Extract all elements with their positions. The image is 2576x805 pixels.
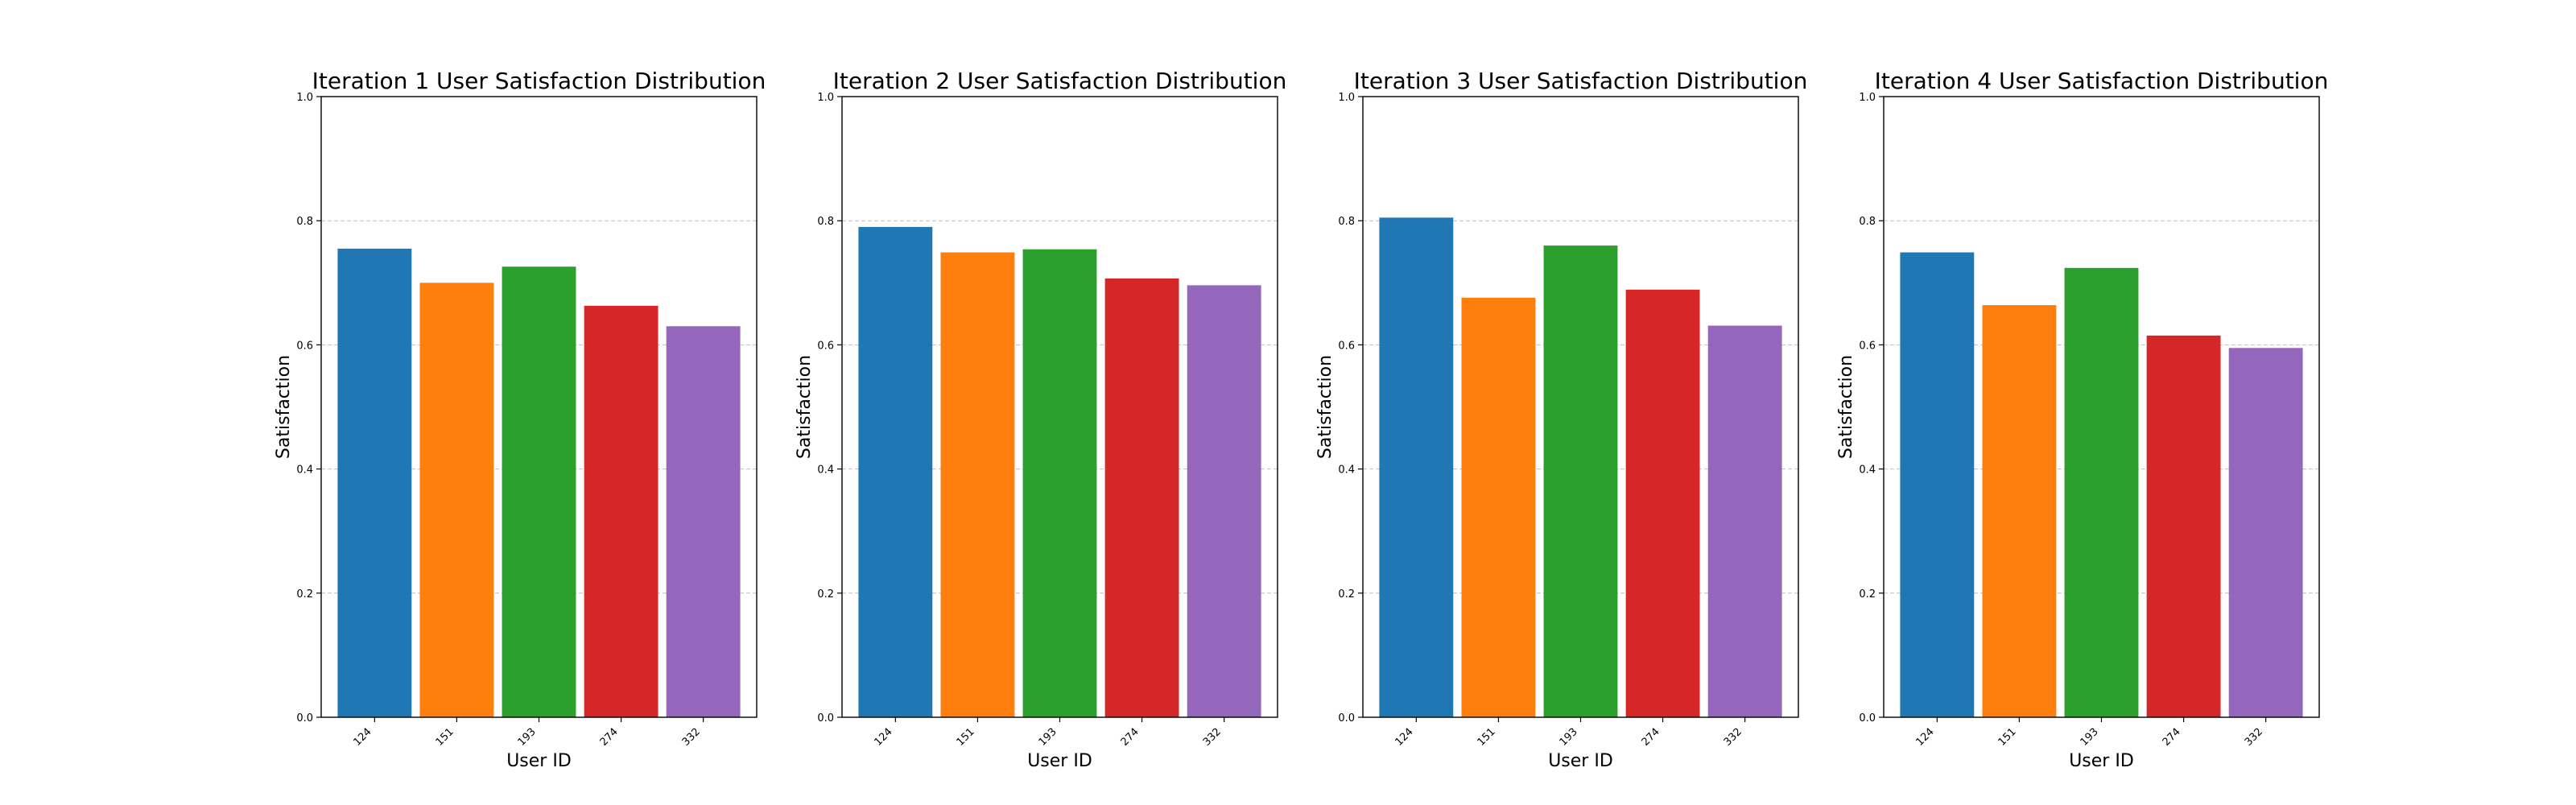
- y-tick-label: 0.6: [296, 340, 313, 352]
- x-tick-label: 124: [351, 726, 374, 749]
- chart-title: Iteration 4 User Satisfaction Distributi…: [1875, 68, 2329, 94]
- chart-panel-1: 124 151 193 274 332 0.0 0.2 0.4 0.6 0.8 1.0Iterati…: [274, 68, 766, 771]
- bar-124: [1900, 252, 1975, 717]
- x-tick-label: 151: [1996, 726, 2019, 749]
- axes-frame: [1362, 96, 1799, 718]
- x-tick-label: 193: [2079, 726, 2101, 749]
- y-tick-label: 0.8: [817, 216, 834, 228]
- x-tick-label: 193: [1037, 726, 1059, 749]
- x-tick-label: 151: [955, 726, 977, 749]
- x-tick-label: 124: [872, 726, 894, 749]
- bar-193: [502, 266, 576, 717]
- x-tick-label: 193: [516, 726, 539, 749]
- bar-151: [1461, 297, 1536, 718]
- bar-151: [419, 283, 494, 717]
- axes-frame: [320, 96, 758, 718]
- x-axis-label: User ID: [1548, 751, 1613, 771]
- axes-frame: [841, 96, 1278, 718]
- bar-193: [1022, 249, 1097, 717]
- chart-panel-4: 124 151 193 274 332 0.0 0.2 0.4 0.6 0.8 1.0Iterati…: [1836, 68, 2328, 771]
- chart-title: Iteration 1 User Satisfaction Distributi…: [312, 68, 766, 94]
- y-tick-label: 0.4: [1338, 464, 1355, 477]
- chart-title: Iteration 3 User Satisfaction Distributi…: [1354, 68, 1808, 94]
- bar-193: [1543, 246, 1618, 717]
- y-tick-label: 0.6: [1859, 340, 1876, 352]
- bar-332: [666, 326, 741, 717]
- bar-193: [2064, 267, 2139, 717]
- bar-332: [1707, 325, 1782, 717]
- axes-frame: [1883, 96, 2320, 718]
- bar-332: [2228, 348, 2303, 717]
- bar-124: [337, 248, 412, 717]
- x-tick-label: 124: [1913, 726, 1936, 749]
- y-axis-label: Satisfaction: [1836, 355, 1856, 459]
- x-tick-label: 332: [2243, 726, 2265, 749]
- y-tick-label: 0.8: [1859, 216, 1876, 228]
- x-tick-label: 332: [680, 726, 703, 749]
- y-tick-label: 1.0: [296, 92, 313, 104]
- x-tick-label: 124: [1393, 726, 1415, 749]
- y-tick-label: 0.2: [1859, 588, 1876, 601]
- y-axis-label: Satisfaction: [274, 355, 294, 459]
- bar-274: [1104, 278, 1179, 717]
- x-tick-label: 274: [1640, 726, 1662, 749]
- y-tick-label: 0.0: [817, 712, 834, 724]
- y-axis-label: Satisfaction: [795, 355, 815, 459]
- x-tick-label: 151: [1476, 726, 1498, 749]
- bar-124: [858, 226, 933, 717]
- y-axis-label: Satisfaction: [1315, 355, 1335, 459]
- x-tick-label: 332: [1201, 726, 1224, 749]
- y-tick-label: 0.2: [817, 588, 834, 601]
- y-tick-label: 0.0: [1859, 712, 1876, 724]
- y-tick-label: 1.0: [1338, 92, 1355, 104]
- x-tick-label: 151: [434, 726, 456, 749]
- chart-panel-3: 124 151 193 274 332 0.0 0.2 0.4 0.6 0.8 1.0Iterati…: [1315, 68, 1807, 771]
- bar-274: [1625, 289, 1700, 717]
- bar-151: [1982, 305, 2057, 717]
- y-tick-label: 0.6: [1338, 340, 1355, 352]
- y-tick-label: 0.2: [296, 588, 313, 601]
- bar-124: [1379, 217, 1454, 718]
- y-tick-label: 0.4: [817, 464, 834, 477]
- x-tick-label: 193: [1558, 726, 1580, 749]
- x-tick-label: 274: [1119, 726, 1141, 749]
- x-axis-label: User ID: [1027, 751, 1092, 771]
- bar-332: [1187, 285, 1261, 717]
- x-axis-label: User ID: [506, 751, 572, 771]
- y-tick-label: 0.8: [296, 216, 313, 228]
- chart-panel-2: 124 151 193 274 332 0.0 0.2 0.4 0.6 0.8 1.0Iterati…: [795, 68, 1286, 771]
- bar-151: [940, 252, 1015, 717]
- x-tick-label: 274: [2161, 726, 2183, 749]
- x-axis-label: User ID: [2069, 751, 2134, 771]
- y-tick-label: 0.2: [1338, 588, 1355, 601]
- y-tick-label: 1.0: [1859, 92, 1876, 104]
- y-tick-label: 0.0: [296, 712, 313, 724]
- bar-274: [584, 305, 658, 717]
- y-tick-label: 0.6: [817, 340, 834, 352]
- y-tick-label: 0.8: [1338, 216, 1355, 228]
- chart-title: Iteration 2 User Satisfaction Distributi…: [833, 68, 1287, 94]
- x-tick-label: 274: [598, 726, 621, 749]
- y-tick-label: 0.0: [1338, 712, 1355, 724]
- x-tick-label: 332: [1722, 726, 1744, 749]
- y-tick-label: 0.4: [296, 464, 313, 477]
- y-tick-label: 0.4: [1859, 464, 1876, 477]
- bar-274: [2146, 335, 2221, 717]
- y-tick-label: 1.0: [817, 92, 834, 104]
